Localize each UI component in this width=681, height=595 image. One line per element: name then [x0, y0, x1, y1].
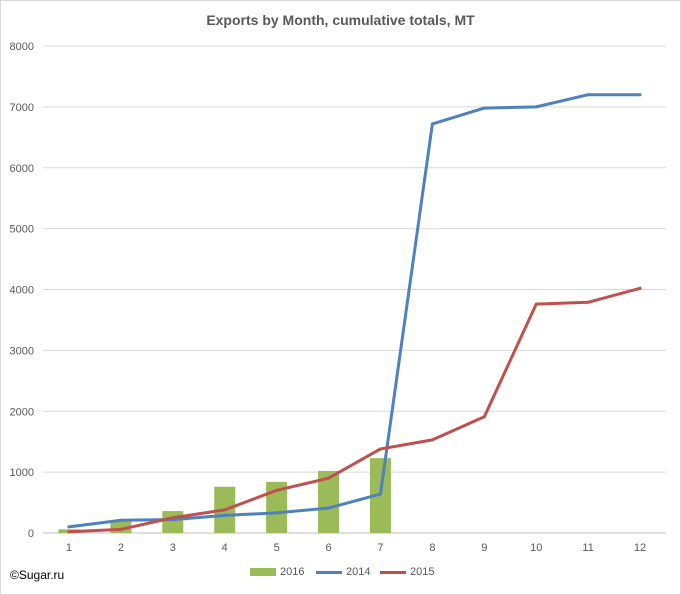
- point-2014: [638, 93, 642, 97]
- point-2015: [638, 286, 642, 290]
- legend-item-2014: 2014: [316, 566, 370, 578]
- point-2015: [378, 447, 382, 451]
- chart-legend: 2016 2014 2015: [0, 566, 681, 582]
- y-tick-label: 2000: [10, 406, 34, 418]
- x-tick-label: 1: [66, 542, 72, 554]
- y-tick-label: 6000: [10, 163, 34, 175]
- line-series-2015: [67, 286, 642, 534]
- point-2014: [586, 93, 590, 97]
- x-tick-label: 3: [170, 542, 176, 554]
- legend-label-2016: 2016: [280, 566, 305, 578]
- y-tick-label: 5000: [10, 224, 34, 236]
- point-2014: [119, 518, 123, 522]
- point-2014: [430, 122, 434, 126]
- x-tick-label: 11: [582, 542, 593, 554]
- point-2015: [275, 488, 279, 492]
- point-2014: [482, 106, 486, 110]
- x-tick-label: 9: [481, 542, 487, 554]
- legend-swatch-2014: [316, 570, 342, 574]
- legend-swatch-2015: [380, 570, 406, 574]
- legend-item-2015: 2015: [380, 566, 434, 578]
- legend-swatch-2016: [250, 568, 276, 576]
- legend-item-2016: 2016: [250, 566, 304, 578]
- point-2014: [534, 105, 538, 109]
- legend-label-2014: 2014: [346, 566, 371, 578]
- bar-2016: [162, 511, 184, 533]
- y-tick-label: 3000: [10, 345, 34, 357]
- point-2014: [223, 513, 227, 517]
- bar-2016: [318, 470, 340, 533]
- point-2014: [327, 506, 331, 510]
- point-2015: [482, 415, 486, 419]
- x-tick-label: 8: [429, 542, 435, 554]
- y-tick-label: 8000: [10, 41, 34, 53]
- point-2015: [534, 302, 538, 306]
- legend-label-2015: 2015: [410, 566, 435, 578]
- point-2014: [67, 525, 71, 529]
- x-tick-label: 7: [377, 542, 383, 554]
- point-2015: [119, 527, 123, 531]
- x-tick-label: 4: [222, 542, 228, 554]
- x-tick-label: 2: [118, 542, 124, 554]
- chart-title: Exports by Month, cumulative totals, MT: [206, 12, 475, 28]
- bar-2016: [266, 481, 288, 533]
- y-tick-label: 1000: [10, 467, 34, 479]
- point-2014: [378, 492, 382, 496]
- y-tick-label: 7000: [10, 102, 34, 114]
- y-tick-label: 0: [28, 528, 34, 540]
- x-tick-label: 10: [530, 542, 542, 554]
- x-tick-label: 12: [634, 542, 646, 554]
- x-tick-label: 5: [274, 542, 280, 554]
- point-2015: [171, 516, 175, 520]
- copyright-text: ©Sugar.ru: [10, 568, 65, 582]
- x-tick-label: 6: [325, 542, 331, 554]
- point-2015: [327, 476, 331, 480]
- y-tick-label: 4000: [10, 285, 34, 297]
- point-2015: [586, 300, 590, 304]
- point-2015: [67, 530, 71, 534]
- point-2015: [430, 438, 434, 442]
- point-2015: [223, 508, 227, 512]
- point-2014: [275, 511, 279, 515]
